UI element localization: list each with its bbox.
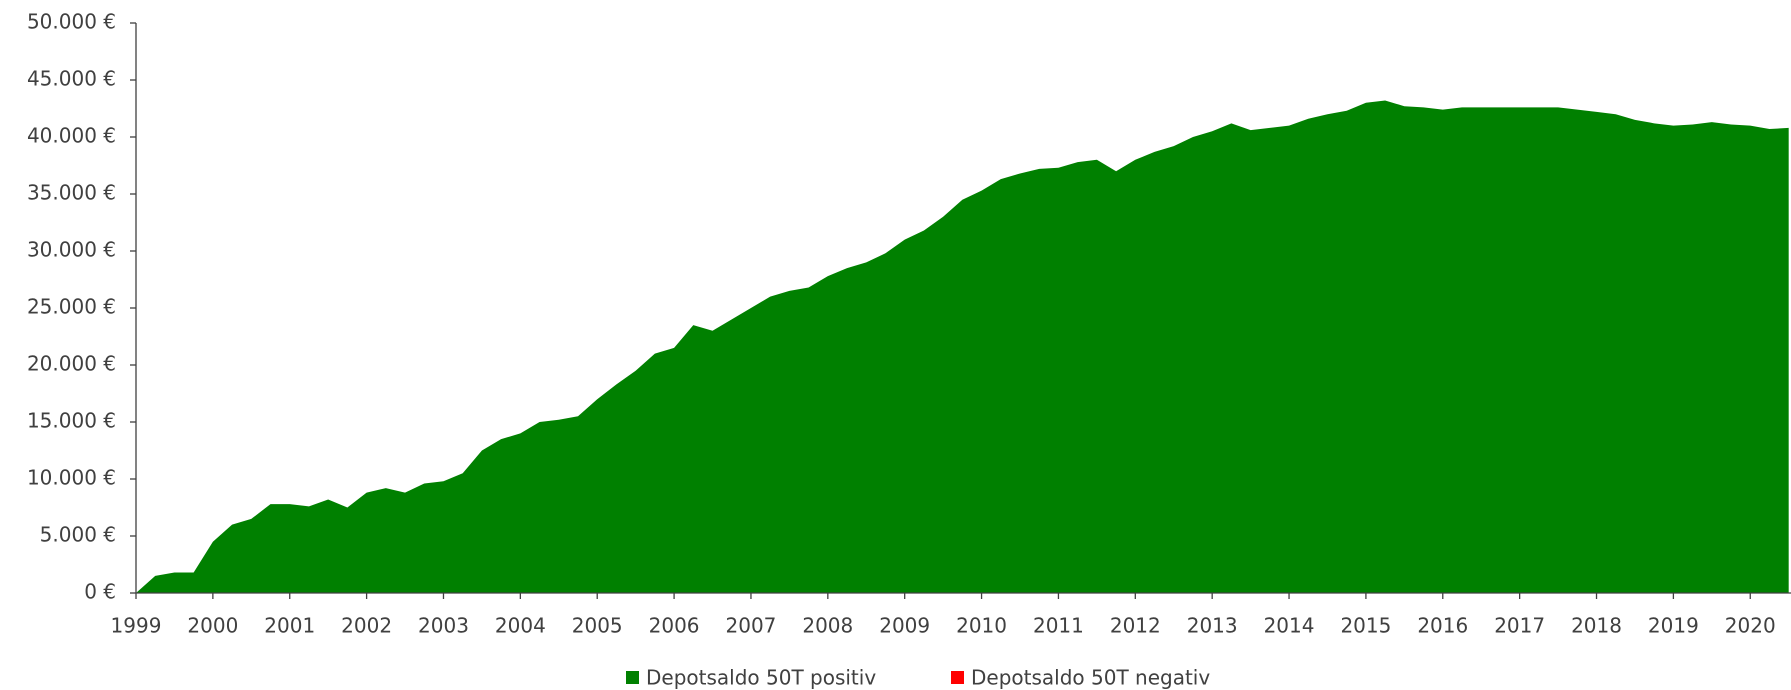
x-tick-label: 2007 xyxy=(726,614,777,638)
y-tick-label: 35.000 € xyxy=(27,181,116,205)
x-tick-label: 2001 xyxy=(264,614,315,638)
area xyxy=(136,100,1789,594)
y-tick-label: 45.000 € xyxy=(27,67,116,91)
legend-label: Depotsaldo 50T positiv xyxy=(646,666,876,690)
x-tick-label: 2002 xyxy=(341,614,392,638)
x-tick-label: 2017 xyxy=(1494,614,1545,638)
x-tick-label: 2005 xyxy=(572,614,623,638)
x-tick-label: 1999 xyxy=(111,614,162,638)
legend-swatch xyxy=(626,671,639,684)
x-tick-label: 2020 xyxy=(1725,614,1776,638)
x-tick-label: 2000 xyxy=(187,614,238,638)
y-tick-label: 20.000 € xyxy=(27,352,116,376)
x-tick-label: 2011 xyxy=(1033,614,1084,638)
x-tick-label: 2018 xyxy=(1571,614,1622,638)
y-tick-label: 15.000 € xyxy=(27,409,116,433)
y-tick-label: 50.000 € xyxy=(27,10,116,34)
y-tick-label: 5.000 € xyxy=(40,523,116,547)
legend-swatch xyxy=(951,671,964,684)
x-tick-label: 2004 xyxy=(495,614,546,638)
y-tick-label: 30.000 € xyxy=(27,238,116,262)
x-tick-label: 2012 xyxy=(1110,614,1161,638)
x-tick-label: 2016 xyxy=(1417,614,1468,638)
y-tick-label: 10.000 € xyxy=(27,466,116,490)
y-tick-label: 0 € xyxy=(84,580,116,604)
legend-label: Depotsaldo 50T negativ xyxy=(971,666,1210,690)
x-tick-label: 2015 xyxy=(1340,614,1391,638)
x-tick-label: 2013 xyxy=(1187,614,1238,638)
x-tick-label: 2014 xyxy=(1264,614,1315,638)
x-tick-label: 2009 xyxy=(879,614,930,638)
y-tick-label: 40.000 € xyxy=(27,124,116,148)
x-tick-label: 2008 xyxy=(802,614,853,638)
x-tick-label: 2003 xyxy=(418,614,469,638)
y-tick-label: 25.000 € xyxy=(27,295,116,319)
x-tick-label: 2006 xyxy=(649,614,700,638)
x-tick-label: 2019 xyxy=(1648,614,1699,638)
x-tick-label: 2010 xyxy=(956,614,1007,638)
